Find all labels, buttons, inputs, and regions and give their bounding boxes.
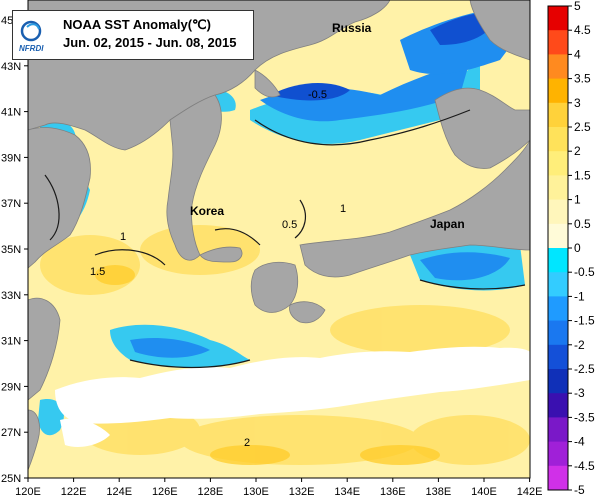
colorbar-segment (548, 151, 568, 176)
place-label-japan: Japan (430, 217, 465, 231)
y-tick-label: 41N (1, 107, 21, 119)
anomaly-contour-lines (44, 109, 526, 369)
y-tick-label: 37N (1, 198, 21, 210)
place-label-russia: Russia (332, 21, 372, 35)
colorbar-segment (548, 320, 568, 346)
colorbar-segment (548, 369, 568, 394)
x-tick-label: 132E (289, 486, 315, 498)
svg-text:NFRDI: NFRDI (19, 44, 44, 53)
colorbar-label: 0.5 (574, 217, 591, 231)
y-tick-label: 43N (1, 61, 21, 73)
contour-label: 0.5 (282, 219, 297, 231)
contour-label: 1.5 (90, 266, 105, 278)
colorbar-label: 2 (574, 144, 581, 158)
colorbar-segment (548, 199, 568, 225)
colorbar-label: 3.5 (574, 72, 591, 86)
y-axis: 45N43N41N39N37N35N33N31N29N27N25N (1, 15, 28, 485)
colorbar-label: 3 (574, 96, 581, 110)
map-title: NOAA SST Anomaly(℃) (63, 17, 211, 32)
x-tick-label: 124E (106, 486, 132, 498)
y-tick-label: 35N (1, 244, 21, 256)
colorbar-label: -4.5 (574, 459, 595, 473)
colorbar-segment (548, 6, 568, 31)
x-tick-label: 140E (471, 486, 497, 498)
colorbar-segment (548, 272, 568, 297)
x-tick-label: 130E (243, 486, 269, 498)
colorbar-label: 1 (574, 193, 581, 207)
colorbar-segment (548, 30, 568, 55)
map-frame (27, 0, 531, 479)
colorbar-label: 5 (574, 0, 581, 13)
x-tick-label: 122E (61, 486, 87, 498)
colorbar-segment (548, 417, 568, 443)
x-tick-label: 142E (517, 486, 543, 498)
y-tick-label: 31N (1, 336, 21, 348)
colorbar-segment (548, 223, 568, 249)
map-date-range: Jun. 02, 2015 - Jun. 08, 2015 (63, 35, 237, 50)
colorbar-label: -1.5 (574, 314, 595, 328)
y-tick-label: 33N (1, 290, 21, 302)
x-tick-label: 120E (15, 486, 41, 498)
colorbar-segment (548, 102, 568, 128)
colorbar-label: -4 (574, 435, 585, 449)
colorbar-segment (548, 465, 568, 491)
x-tick-label: 134E (334, 486, 360, 498)
colorbar-label: -0.5 (574, 265, 595, 279)
colorbar: 5 4.5 4 3.5 3 2.5 2 1.5 1 0.5 0 -0.5 -1 -1.5 -2 -2.5 -3 -… (547, 0, 595, 497)
colorbar-label: 4.5 (574, 23, 591, 37)
y-tick-label: 27N (1, 427, 21, 439)
x-axis: 120E 122E 124E 126E 128E 130E 132E 134E 136E 138E… (15, 478, 542, 498)
x-tick-label: 138E (426, 486, 452, 498)
colorbar-label: -5 (574, 483, 585, 497)
colorbar-label: 1.5 (574, 168, 591, 182)
colorbar-label: 0 (574, 241, 581, 255)
colorbar-label: 2.5 (574, 120, 591, 134)
nfrdi-logo-icon: NFRDI (19, 20, 44, 53)
y-tick-label: 29N (1, 381, 21, 393)
map-area: -0.5 1 1.5 0.5 2 1 Russia Korea Japan (27, 0, 531, 479)
colorbar-segment (548, 175, 568, 201)
colorbar-segment (548, 127, 568, 152)
y-tick-label: 25N (1, 473, 21, 485)
contour-label: 1 (340, 203, 346, 215)
contour-label: 1 (120, 231, 126, 243)
contour-label: 2 (244, 437, 250, 449)
colorbar-segment (548, 441, 568, 467)
colorbar-label: -3.5 (574, 410, 595, 424)
colorbar-segment (548, 248, 568, 273)
colorbar-segment (548, 393, 568, 418)
place-label-korea: Korea (190, 204, 224, 218)
x-tick-label: 136E (380, 486, 406, 498)
title-box: NFRDI NOAA SST Anomaly(℃) Jun. 02, 2015 … (12, 10, 254, 60)
colorbar-label: 4 (574, 47, 581, 61)
colorbar-label: -1 (574, 289, 585, 303)
contour-label: -0.5 (308, 89, 327, 101)
x-tick-label: 126E (152, 486, 178, 498)
missing-data-clouds (55, 346, 530, 447)
colorbar-label: -2 (574, 338, 585, 352)
colorbar-segment (548, 296, 568, 322)
y-tick-label: 39N (1, 152, 21, 164)
colorbar-segment (548, 344, 568, 370)
colorbar-label: -3 (574, 386, 585, 400)
colorbar-label: -2.5 (574, 362, 595, 376)
colorbar-segment (548, 78, 568, 104)
colorbar-segment (548, 54, 568, 80)
x-tick-label: 128E (198, 486, 224, 498)
hot-anomaly-patches (95, 265, 440, 465)
